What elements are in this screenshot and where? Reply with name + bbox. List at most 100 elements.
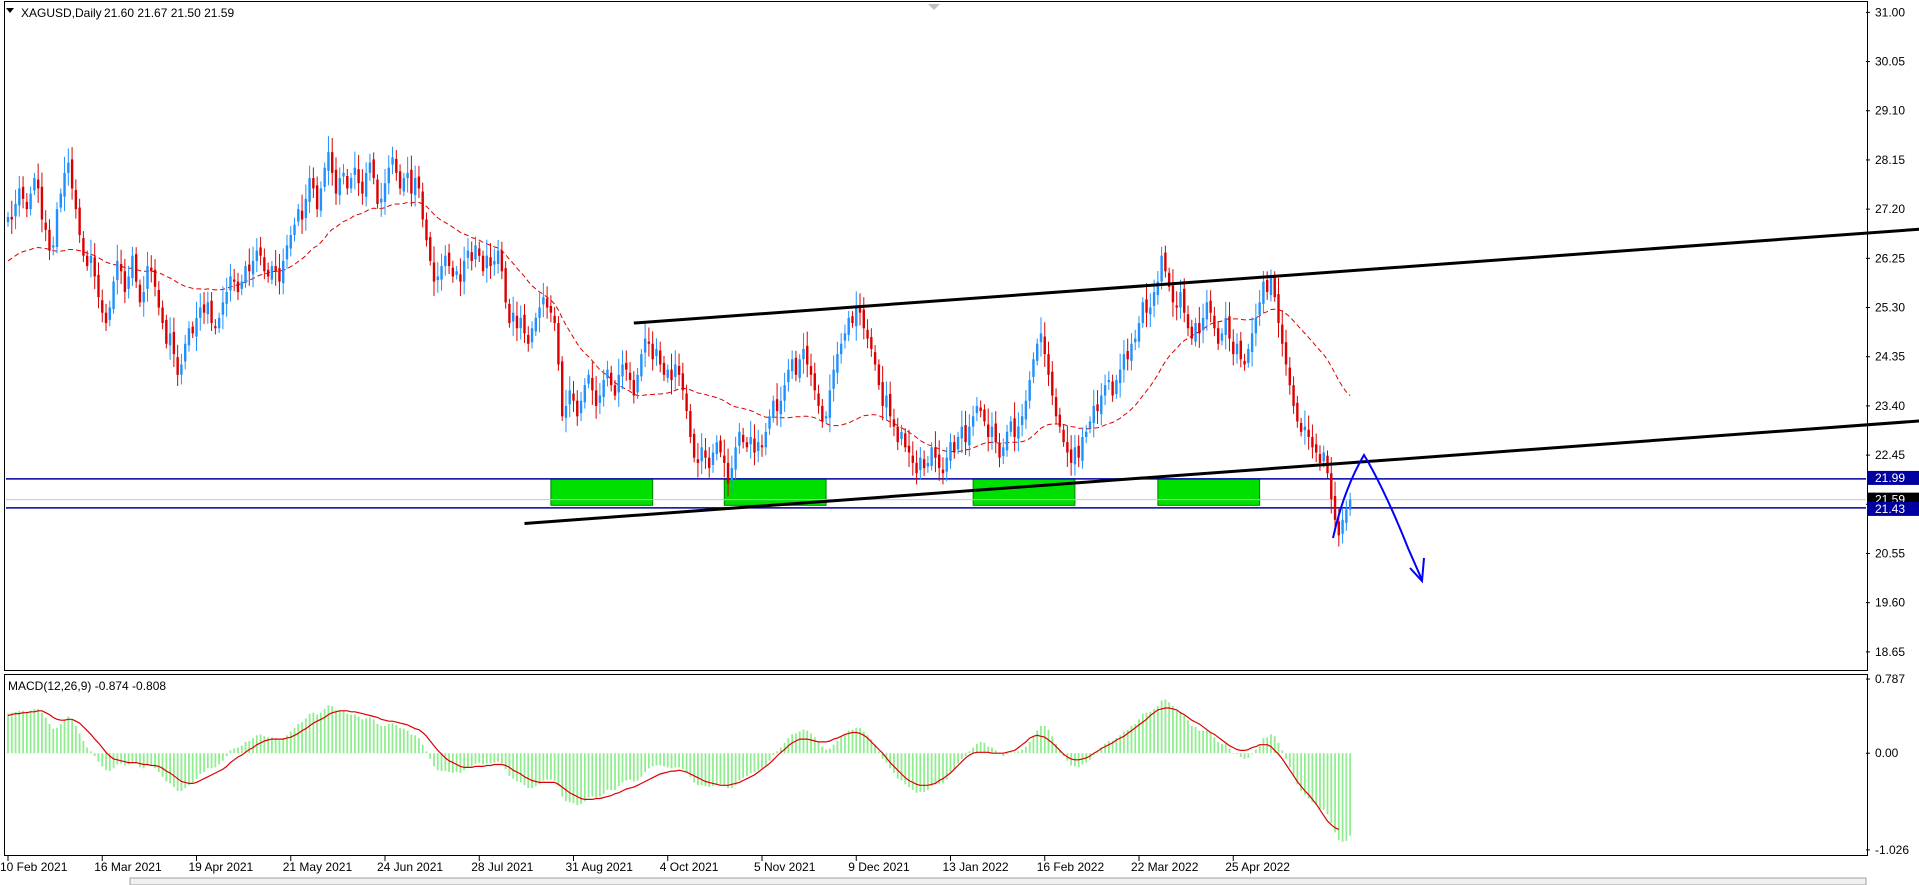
candle (300, 194, 304, 234)
candle (459, 258, 462, 297)
demand-zones (550, 478, 1261, 506)
candle (1186, 305, 1190, 337)
macd-bar (82, 740, 85, 754)
candle (568, 376, 571, 418)
macd-bar (467, 753, 469, 768)
candle (621, 350, 624, 390)
macd-bar (414, 735, 417, 754)
macd-bar (1247, 753, 1250, 758)
candle (564, 389, 568, 433)
candle (519, 305, 522, 340)
date-tick-label: 10 Feb 2021 (0, 860, 68, 874)
candle (1054, 388, 1058, 425)
candle (387, 155, 390, 195)
macd-bar (482, 753, 484, 765)
macd-bar (10, 712, 13, 754)
candle (206, 291, 210, 324)
candle (628, 362, 632, 390)
macd-bar (896, 753, 899, 779)
macd-bar (350, 714, 352, 754)
candle (662, 355, 666, 382)
macd-bar (1025, 746, 1027, 754)
candle (285, 234, 289, 269)
macd-bar (1337, 753, 1340, 840)
macd-bar (395, 724, 398, 754)
macd-bar (1315, 753, 1318, 806)
date-tick-label: 19 Apr 2021 (189, 860, 254, 874)
macd-bar (1251, 753, 1253, 755)
macd-bar (301, 722, 303, 754)
candle (1348, 492, 1352, 516)
macd-bar (904, 753, 907, 785)
macd-bar (1322, 753, 1325, 810)
price-tick-label: 29.10 (1875, 104, 1905, 118)
candle (134, 247, 138, 288)
candle (123, 258, 127, 304)
macd-bar (527, 753, 530, 789)
macd-bar (436, 753, 439, 771)
candle (572, 381, 575, 412)
candle (1179, 279, 1182, 319)
macd-bar (320, 712, 322, 754)
macd-bar (1134, 724, 1137, 754)
macd-bar (1277, 742, 1280, 754)
macd-bar (659, 753, 662, 766)
candle (855, 291, 858, 341)
macd-bar (779, 747, 782, 754)
candle (338, 167, 341, 205)
candle (1269, 269, 1273, 302)
macd-bar (123, 753, 126, 766)
candle (866, 319, 869, 349)
macd-bar (1111, 740, 1114, 754)
macd-bar (365, 718, 368, 754)
macd-bar (1100, 747, 1103, 754)
candle (6, 211, 10, 227)
candle (1130, 333, 1133, 371)
macd-bar (180, 753, 183, 791)
price-tick-label: 20.55 (1875, 546, 1905, 560)
candle (274, 250, 277, 286)
macd-bar (960, 753, 963, 759)
candle (1258, 289, 1261, 326)
macd-bar (1040, 725, 1042, 754)
candle (1156, 271, 1160, 305)
macd-bar (508, 753, 511, 776)
macd-bar (817, 741, 820, 754)
scroll-marker-icon[interactable] (928, 4, 940, 10)
candle (689, 404, 692, 444)
macd-bar (116, 753, 119, 765)
candle (960, 410, 964, 453)
price-tick-label: 19.60 (1875, 596, 1905, 610)
candle (975, 397, 979, 422)
macd-bar (1006, 753, 1008, 755)
macd-bar (670, 753, 673, 769)
candle (48, 219, 51, 261)
macd-bar (606, 753, 609, 790)
macd-bar (90, 751, 92, 754)
candle (934, 431, 937, 473)
candle (89, 239, 93, 278)
candle (1062, 424, 1065, 447)
candle (1118, 353, 1122, 398)
macd-bar (632, 753, 635, 782)
candle (832, 355, 835, 402)
channel-line-1[interactable] (633, 209, 1919, 325)
macd-bar (1107, 740, 1110, 754)
candle (451, 260, 455, 283)
macd-bar (259, 734, 262, 754)
macd-bar (1213, 737, 1216, 754)
macd-bar (474, 753, 477, 764)
collapse-triangle-icon[interactable] (6, 8, 14, 13)
macd-bar (663, 753, 665, 767)
macd-bar (855, 727, 858, 754)
macd-bar (614, 753, 616, 790)
macd-bar (1334, 753, 1336, 833)
time-scrollbar[interactable] (129, 877, 1867, 885)
candle (168, 317, 172, 360)
macd-bar (44, 717, 47, 754)
macd-bar (738, 753, 741, 781)
macd-bar (519, 753, 522, 783)
macd-bar (700, 753, 703, 786)
macd-bar (210, 753, 213, 769)
candle (1167, 267, 1171, 292)
